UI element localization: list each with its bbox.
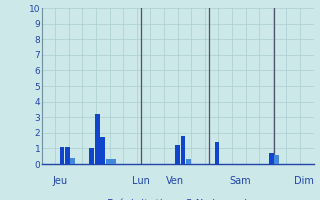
- Text: Sam: Sam: [229, 176, 251, 186]
- Text: Jeu: Jeu: [52, 176, 68, 186]
- Bar: [95, 114, 100, 164]
- Bar: [275, 155, 279, 164]
- Bar: [215, 142, 220, 164]
- Bar: [65, 147, 70, 164]
- Bar: [175, 145, 180, 164]
- Bar: [106, 159, 111, 164]
- Bar: [111, 159, 116, 164]
- Text: Lun: Lun: [132, 176, 150, 186]
- Bar: [100, 137, 105, 164]
- Bar: [269, 153, 274, 164]
- Text: Ven: Ven: [166, 176, 184, 186]
- Bar: [60, 147, 64, 164]
- Bar: [186, 159, 191, 164]
- Text: Dim: Dim: [294, 176, 314, 186]
- Text: Précipitations 24h ( mm ): Précipitations 24h ( mm ): [107, 198, 248, 200]
- Bar: [70, 158, 75, 164]
- Bar: [90, 148, 94, 164]
- Bar: [180, 136, 186, 164]
